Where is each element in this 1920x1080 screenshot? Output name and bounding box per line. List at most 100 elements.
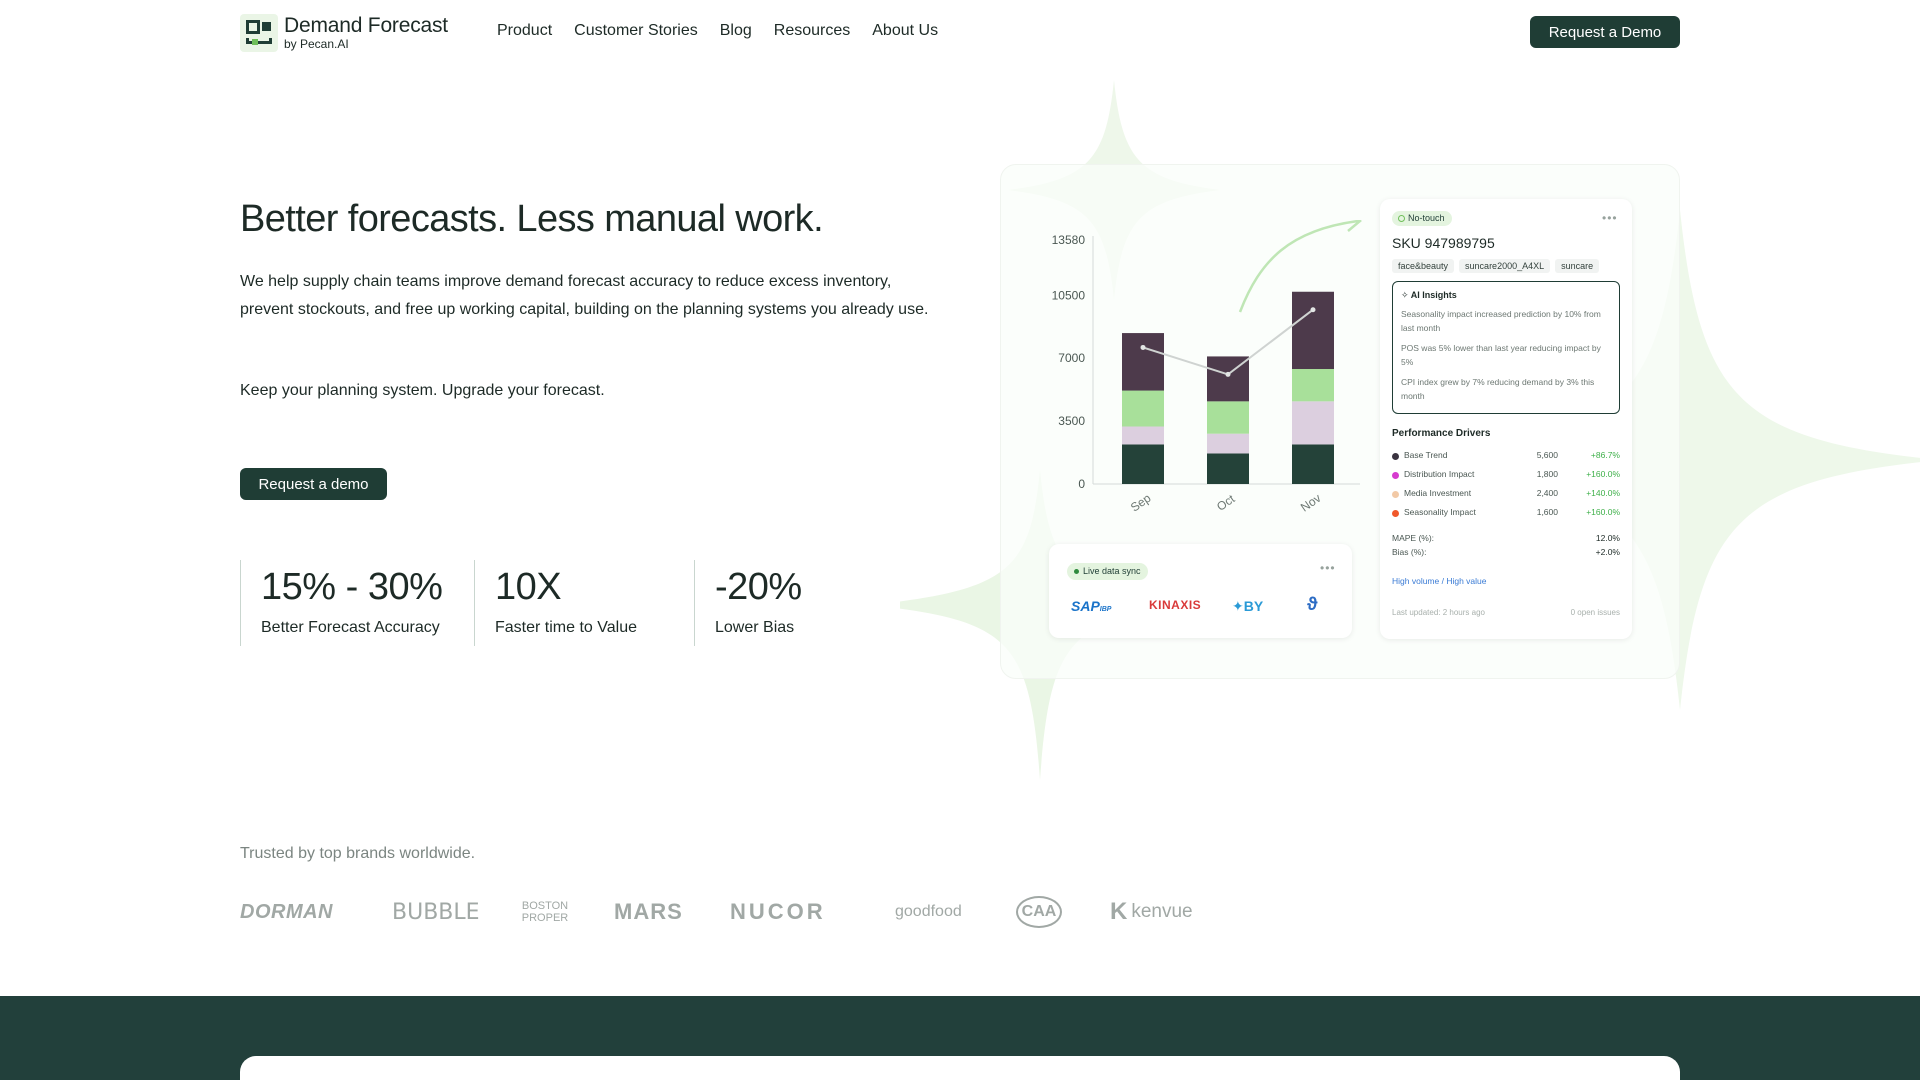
chart-bar-segment — [1207, 401, 1249, 434]
stat-label: Lower Bias — [715, 619, 795, 636]
driver-change: +160.0% — [1586, 469, 1620, 479]
sku-more-options-icon[interactable]: ••• — [1602, 211, 1618, 225]
stat-item: 15% - 30% Better Forecast Accuracy — [240, 560, 474, 646]
sku-tag: suncare2000_A4XL — [1459, 259, 1551, 273]
driver-row: Distribution Impact 1,800 +160.0% — [1392, 469, 1620, 483]
driver-color-dot — [1392, 510, 1399, 517]
driver-value: 1,800 — [1536, 469, 1558, 479]
request-demo-hero-button[interactable]: Request a demo — [240, 468, 387, 500]
kinaxis-logo-icon: KINAXIS — [1149, 598, 1202, 612]
chart-bar-segment — [1292, 291, 1334, 370]
driver-name: Media Investment — [1404, 488, 1472, 498]
driver-value: 2,400 — [1536, 488, 1558, 498]
driver-row: Media Investment 2,400 +140.0% — [1392, 488, 1620, 502]
goodfood-logo: goodfood — [895, 903, 962, 920]
stat-item: 10X Faster time to Value — [474, 560, 694, 646]
driver-value: 5,600 — [1536, 450, 1558, 460]
chart-bar-segment — [1292, 369, 1334, 402]
x-tick-label: Nov — [1298, 491, 1324, 515]
nav-link-about-us[interactable]: About Us — [872, 22, 939, 39]
ai-insights-title: AI Insights — [1410, 290, 1457, 300]
chart-bar-segment — [1122, 390, 1164, 427]
more-options-icon[interactable]: ••• — [1320, 561, 1336, 575]
top-nav: Demand Forecast by Pecan.AI Product Cust… — [0, 0, 1920, 64]
ai-insight-line: Seasonality impact increased prediction … — [1401, 309, 1601, 333]
driver-name: Distribution Impact — [1404, 469, 1475, 479]
trend-arrowhead-icon — [1347, 220, 1362, 232]
live-data-sync-card: Live data sync ••• SAPIBP KINAXIS ✦BY ϑ — [1049, 544, 1352, 638]
blue-yonder-logo-icon: ✦BY — [1232, 598, 1264, 614]
boston-proper-logo: BOSTON PROPER — [521, 900, 569, 924]
no-touch-badge: No-touch — [1392, 211, 1452, 226]
brand-logos-row: DORMAN BUBBLE BOSTON PROPER MARS NUCOR g… — [240, 890, 1240, 934]
driver-value: 1,600 — [1536, 507, 1558, 517]
last-updated-text: Last updated: 2 hours ago — [1392, 608, 1485, 617]
bias-row: Bias (%): +2.0% — [1392, 547, 1620, 557]
section-card-top — [240, 1056, 1680, 1080]
open-issues-text: 0 open issues — [1570, 608, 1620, 617]
sku-tag: face&beauty — [1392, 259, 1455, 273]
kenvue-k-icon: K — [1110, 898, 1128, 925]
chart-bar-segment — [1122, 426, 1164, 445]
y-tick-label: 7000 — [1058, 351, 1085, 365]
stat-item: -20% Lower Bias — [694, 560, 894, 646]
mape-value: 12.0% — [1595, 533, 1620, 543]
stats-row: 15% - 30% Better Forecast Accuracy 10X F… — [240, 560, 894, 646]
y-tick-label: 10500 — [1052, 288, 1086, 302]
nav-links: Product Customer Stories Blog Resources … — [497, 22, 938, 40]
chart-bar-segment — [1292, 401, 1334, 445]
stat-value: 15% - 30% — [261, 566, 443, 608]
sku-tag: suncare — [1555, 259, 1600, 273]
driver-change: +140.0% — [1586, 488, 1620, 498]
stat-label: Faster time to Value — [495, 619, 637, 636]
nav-link-customer-stories[interactable]: Customer Stories — [574, 22, 698, 39]
hero-tagline: Keep your planning system. Upgrade your … — [240, 382, 605, 399]
y-tick-label: 3500 — [1058, 414, 1085, 428]
request-demo-nav-button[interactable]: Request a Demo — [1530, 16, 1680, 48]
x-tick-label: Oct — [1214, 491, 1238, 514]
ai-insight-line: POS was 5% lower than last year reducing… — [1401, 343, 1601, 367]
ai-insight-line: CPI index grew by 7% reducing demand by … — [1401, 377, 1595, 401]
sparkle-icon: ✧ — [1401, 290, 1409, 300]
driver-row: Base Trend 5,600 +86.7% — [1392, 450, 1620, 464]
brand-name: Demand Forecast — [284, 14, 448, 37]
trusted-by-title: Trusted by top brands worldwide. — [240, 845, 476, 862]
y-tick-label: 0 — [1078, 477, 1085, 491]
chart-line-point — [1310, 307, 1316, 313]
nav-link-resources[interactable]: Resources — [773, 22, 851, 39]
performance-drivers-title: Performance Drivers — [1392, 428, 1491, 439]
live-data-sync-badge: Live data sync — [1067, 563, 1148, 580]
kenvue-logo-text: kenvue — [1131, 901, 1193, 922]
forecast-bar-chart: 0 3500 7000 10500 13580 Sep Oct Nov — [1052, 220, 1362, 515]
mape-row: MAPE (%): 12.0% — [1392, 533, 1620, 543]
sku-tags: face&beauty suncare2000_A4XL suncare — [1392, 259, 1600, 273]
stat-value: 10X — [495, 566, 562, 608]
bias-label: Bias (%): — [1392, 547, 1427, 557]
dorman-logo: DORMAN — [240, 900, 333, 923]
nav-link-product[interactable]: Product — [497, 22, 553, 39]
caa-logo: CAA — [1016, 896, 1062, 928]
driver-color-dot — [1392, 453, 1399, 460]
driver-row: Seasonality Impact 1,600 +160.0% — [1392, 507, 1620, 521]
sap-logo-icon: SAPIBP — [1071, 598, 1112, 614]
nav-link-blog[interactable]: Blog — [719, 22, 752, 39]
bias-value: +2.0% — [1595, 547, 1620, 557]
stat-value: -20% — [715, 566, 802, 608]
chart-bar-segment — [1292, 444, 1334, 484]
hero-description: We help supply chain teams improve deman… — [240, 273, 929, 318]
chart-line-point — [1225, 371, 1231, 377]
x-tick-label: Sep — [1128, 491, 1154, 515]
kenvue-logo: K kenvue — [1110, 890, 1193, 934]
driver-name: Seasonality Impact — [1404, 507, 1476, 517]
chart-line-point — [1140, 344, 1146, 350]
ai-insights-box: ✧ AI Insights Seasonality impact increas… — [1392, 281, 1620, 414]
high-volume-link[interactable]: High volume / High value — [1392, 576, 1487, 586]
chart-bar-segment — [1122, 333, 1164, 391]
brand-logo[interactable]: Demand Forecast by Pecan.AI — [240, 14, 448, 52]
chart-bar-segment — [1122, 444, 1164, 484]
trend-arrow-icon — [1238, 220, 1359, 313]
sku-title: SKU 947989795 — [1392, 235, 1495, 251]
nucor-logo: NUCOR — [730, 899, 826, 924]
chart-bar-segment — [1207, 433, 1249, 454]
brand-subtitle: by Pecan.AI — [284, 37, 349, 51]
